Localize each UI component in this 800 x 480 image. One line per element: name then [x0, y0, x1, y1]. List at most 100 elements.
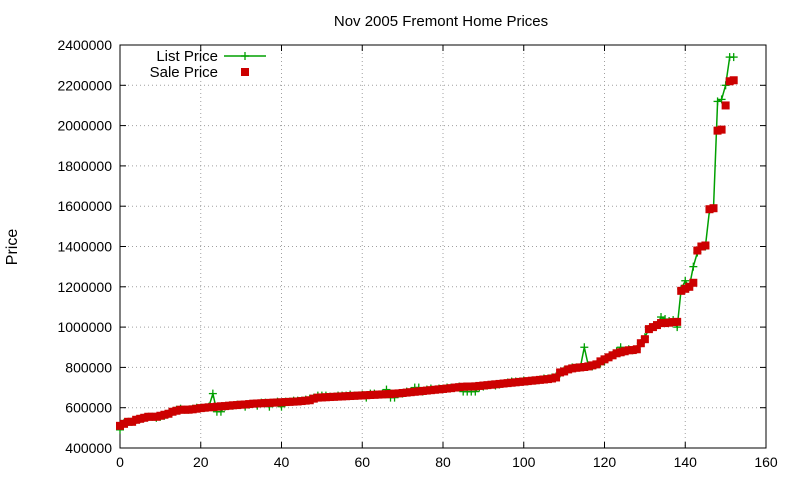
sale-price-point	[390, 389, 399, 398]
sale-price-point	[648, 323, 657, 332]
list-price-markers	[116, 53, 738, 434]
list-price-point	[681, 276, 690, 285]
y-tick-label: 1800000	[57, 158, 112, 174]
y-tick-label: 800000	[65, 359, 112, 375]
sale-price-point	[644, 325, 653, 334]
sale-price-point	[321, 393, 330, 402]
sale-price-point	[705, 205, 714, 214]
list-price-point	[580, 343, 589, 352]
sale-price-point	[289, 397, 298, 406]
sale-price-point	[136, 414, 145, 423]
sale-price-point	[285, 397, 294, 406]
sale-price-point	[475, 381, 484, 390]
list-price-point	[717, 95, 726, 104]
sale-price-point	[245, 400, 254, 409]
sale-price-point	[608, 351, 617, 360]
sale-price-point	[265, 398, 274, 407]
sale-price-point	[572, 363, 581, 372]
sale-price-point	[515, 377, 524, 386]
sale-price-point	[487, 380, 496, 389]
sale-price-point	[491, 380, 500, 389]
sale-price-point	[681, 284, 690, 293]
sale-price-markers	[116, 76, 738, 430]
sale-price-point	[398, 388, 407, 397]
sale-price-point	[168, 407, 177, 416]
x-tick-label: 100	[512, 454, 536, 470]
sale-price-point	[701, 241, 710, 250]
sale-price-point	[527, 376, 536, 385]
sale-price-point	[483, 381, 492, 390]
sale-price-point	[709, 204, 718, 213]
sale-price-point	[612, 349, 621, 358]
sale-price-point	[313, 393, 322, 402]
sale-price-point	[624, 346, 633, 355]
sale-price-point	[471, 382, 480, 391]
sale-price-point	[269, 398, 278, 407]
sale-price-point	[685, 282, 694, 291]
sale-price-point	[713, 126, 722, 135]
sale-price-point	[334, 392, 343, 401]
sale-price-point	[216, 402, 225, 411]
sale-price-point	[305, 396, 314, 405]
x-tick-label: 160	[754, 454, 778, 470]
sale-price-point	[188, 405, 197, 414]
sale-price-point	[253, 399, 262, 408]
sale-price-point	[422, 386, 431, 395]
list-price-line	[119, 56, 734, 431]
sale-price-point	[140, 413, 149, 422]
sale-price-point	[297, 397, 306, 406]
sale-price-point	[402, 388, 411, 397]
sale-price-point	[120, 419, 129, 428]
sale-price-point	[374, 390, 383, 399]
sale-price-point	[358, 391, 367, 400]
sale-price-point	[697, 242, 706, 251]
sale-price-point	[604, 353, 613, 362]
sale-price-point	[721, 101, 730, 110]
sale-price-point	[531, 376, 540, 385]
sale-price-point	[241, 400, 250, 409]
sale-price-point	[632, 345, 641, 354]
sale-price-point	[539, 375, 548, 384]
sale-price-point	[301, 396, 310, 405]
sale-price-point	[729, 76, 738, 85]
sale-price-point	[652, 321, 661, 330]
sale-price-point	[463, 382, 472, 391]
sale-price-point	[156, 411, 165, 420]
legend-label-sale-price: Sale Price	[150, 64, 218, 81]
series-layer	[116, 53, 738, 434]
sale-price-point	[366, 391, 375, 400]
sale-price-point	[600, 355, 609, 364]
sale-price-point	[576, 363, 585, 372]
y-axis-title: Price	[4, 229, 21, 266]
sale-price-point	[225, 401, 234, 410]
x-tick-label: 60	[354, 454, 370, 470]
sale-price-point	[204, 403, 213, 412]
sale-price-point	[511, 378, 520, 387]
sale-price-point	[669, 318, 678, 327]
sale-price-point	[552, 373, 561, 382]
sale-price-point	[329, 392, 338, 401]
sale-price-point	[192, 404, 201, 413]
sale-price-point	[430, 385, 439, 394]
sale-price-point	[132, 415, 141, 424]
sale-price-point	[180, 405, 189, 414]
sale-price-point	[560, 367, 569, 376]
sale-price-point	[128, 417, 137, 426]
sale-price-point	[152, 412, 161, 421]
sale-price-point	[378, 390, 387, 399]
sale-price-point	[160, 410, 169, 419]
plot-frame	[119, 44, 767, 449]
sale-price-point	[410, 387, 419, 396]
legend-label-list-price: List Price	[156, 48, 218, 65]
sale-price-point	[212, 402, 221, 411]
sale-price-point	[640, 335, 649, 344]
sale-price-point	[293, 397, 302, 406]
sale-price-point	[172, 406, 181, 415]
sale-price-point	[277, 398, 286, 407]
sale-price-point	[116, 421, 124, 430]
sale-price-point	[439, 384, 447, 393]
sale-price-point	[519, 377, 528, 386]
sale-price-point	[689, 278, 698, 287]
x-tick-label: 0	[116, 454, 124, 470]
sale-price-point	[426, 386, 435, 395]
